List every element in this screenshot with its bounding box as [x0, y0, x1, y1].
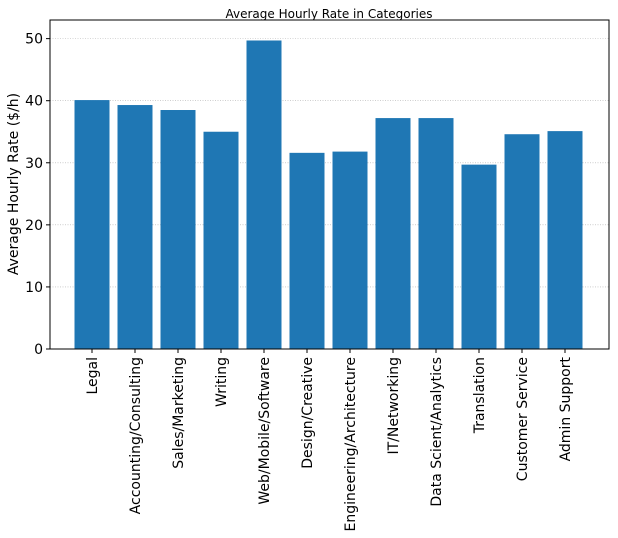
y-tick-label: 50 [25, 32, 43, 48]
y-tick-label: 0 [34, 342, 43, 358]
x-tick-label: IT/Networking [386, 357, 402, 455]
x-tick-label: Engineering/Architecture [343, 357, 359, 531]
x-tick-label: Data Scient/Analytics [429, 357, 445, 507]
y-tick-label: 30 [25, 156, 43, 172]
bar [461, 164, 497, 349]
x-tick-label: Writing [214, 357, 230, 407]
x-tick-label: Admin Support [558, 356, 574, 461]
chart-title: Average Hourly Rate in Categories [225, 7, 432, 21]
plot-frame [49, 19, 610, 350]
y-tick-label: 10 [25, 280, 43, 296]
x-tick-label: Legal [85, 357, 101, 395]
bar [203, 131, 239, 349]
x-tick-label: Translation [472, 357, 488, 434]
y-tick-label: 20 [25, 218, 43, 234]
x-axis-ticks: Legal Accounting/Consulting Sales/Marketin… [85, 349, 574, 531]
x-tick-label: Sales/Marketing [171, 357, 187, 469]
bar [74, 100, 110, 349]
bar [504, 134, 540, 349]
bar [117, 105, 153, 349]
bar [246, 40, 282, 350]
x-tick-label: Accounting/Consulting [128, 357, 144, 514]
y-axis-ticks: 0 10 20 30 40 50 [25, 32, 50, 358]
bar [289, 152, 325, 349]
x-tick-label: Design/Creative [300, 357, 316, 469]
bar [547, 131, 583, 349]
bar [375, 118, 411, 349]
bars [74, 40, 583, 350]
x-tick-label: Web/Mobile/Software [257, 357, 273, 505]
x-tick-label: Customer Service [515, 357, 531, 481]
bar [160, 110, 196, 350]
bar [418, 118, 454, 349]
y-axis-label: Average Hourly Rate ($/h) [6, 93, 22, 275]
bar [332, 151, 368, 349]
y-tick-label: 40 [25, 94, 43, 110]
